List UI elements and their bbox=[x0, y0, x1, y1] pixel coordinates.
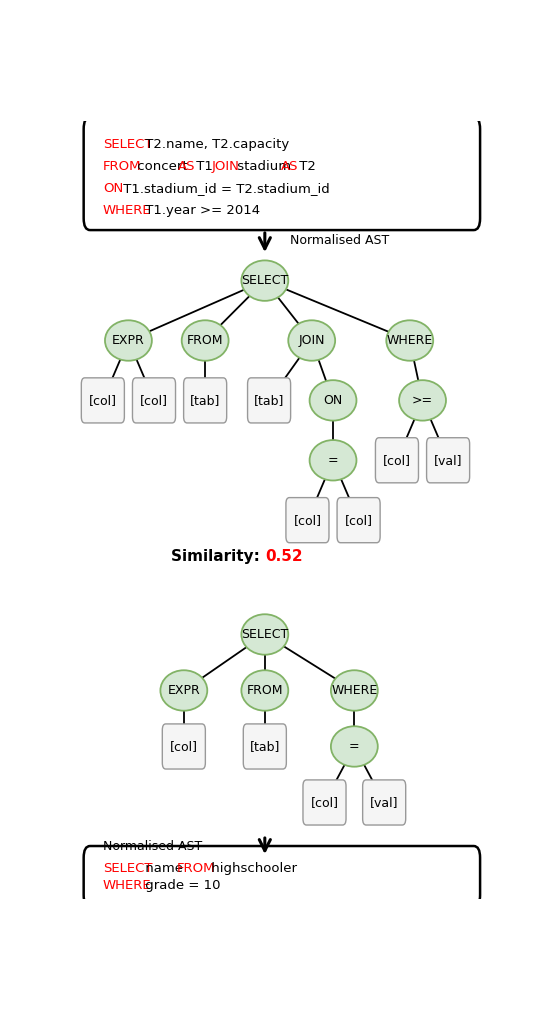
FancyBboxPatch shape bbox=[162, 724, 205, 769]
Text: [tab]: [tab] bbox=[250, 740, 280, 753]
FancyBboxPatch shape bbox=[133, 378, 175, 423]
FancyBboxPatch shape bbox=[243, 724, 287, 769]
Text: ON: ON bbox=[323, 394, 343, 407]
Text: T1: T1 bbox=[192, 160, 217, 173]
Text: SELECT: SELECT bbox=[103, 862, 152, 875]
Text: [tab]: [tab] bbox=[190, 394, 221, 407]
Text: name: name bbox=[141, 862, 188, 875]
Text: AS: AS bbox=[281, 160, 299, 173]
Text: T1.stadium_id = T2.stadium_id: T1.stadium_id = T2.stadium_id bbox=[119, 182, 329, 195]
Text: highschooler: highschooler bbox=[207, 862, 297, 875]
Text: FROM: FROM bbox=[246, 684, 283, 697]
Text: [tab]: [tab] bbox=[254, 394, 284, 407]
Text: EXPR: EXPR bbox=[167, 684, 200, 697]
Ellipse shape bbox=[310, 380, 356, 420]
FancyBboxPatch shape bbox=[81, 378, 124, 423]
Ellipse shape bbox=[288, 320, 335, 361]
Text: T2.name, T2.capacity: T2.name, T2.capacity bbox=[141, 138, 289, 152]
Text: [val]: [val] bbox=[370, 796, 398, 809]
Text: >=: >= bbox=[412, 394, 433, 407]
Text: FROM: FROM bbox=[103, 160, 141, 173]
Text: =: = bbox=[349, 740, 360, 753]
Text: EXPR: EXPR bbox=[112, 334, 145, 347]
FancyBboxPatch shape bbox=[376, 437, 419, 483]
Ellipse shape bbox=[386, 320, 433, 361]
FancyBboxPatch shape bbox=[286, 498, 329, 542]
Text: WHERE: WHERE bbox=[103, 879, 151, 892]
Ellipse shape bbox=[161, 671, 207, 711]
Text: Similarity:: Similarity: bbox=[170, 549, 265, 565]
Ellipse shape bbox=[241, 261, 288, 301]
FancyBboxPatch shape bbox=[362, 780, 406, 825]
Text: FROM: FROM bbox=[187, 334, 223, 347]
Ellipse shape bbox=[182, 320, 229, 361]
Ellipse shape bbox=[331, 726, 378, 767]
Text: SELECT: SELECT bbox=[241, 628, 288, 641]
Text: Normalised AST: Normalised AST bbox=[290, 233, 389, 246]
Ellipse shape bbox=[399, 380, 446, 420]
FancyBboxPatch shape bbox=[184, 378, 227, 423]
Text: AS: AS bbox=[178, 160, 196, 173]
Text: T1.year >= 2014: T1.year >= 2014 bbox=[141, 204, 260, 216]
Ellipse shape bbox=[105, 320, 152, 361]
FancyBboxPatch shape bbox=[427, 437, 470, 483]
Text: Normalised AST: Normalised AST bbox=[103, 839, 202, 852]
Text: T2: T2 bbox=[295, 160, 316, 173]
Ellipse shape bbox=[310, 440, 356, 481]
Text: JOIN: JOIN bbox=[211, 160, 239, 173]
Text: [col]: [col] bbox=[345, 514, 372, 526]
FancyBboxPatch shape bbox=[84, 117, 480, 230]
Text: SELECT: SELECT bbox=[103, 138, 152, 152]
Text: stadium: stadium bbox=[233, 160, 295, 173]
Text: WHERE: WHERE bbox=[331, 684, 377, 697]
FancyBboxPatch shape bbox=[337, 498, 380, 542]
Text: concert: concert bbox=[133, 160, 191, 173]
Text: SELECT: SELECT bbox=[241, 274, 288, 287]
Text: grade = 10: grade = 10 bbox=[141, 879, 220, 892]
Text: [col]: [col] bbox=[311, 796, 338, 809]
Ellipse shape bbox=[331, 671, 378, 711]
FancyBboxPatch shape bbox=[84, 846, 480, 907]
Text: [col]: [col] bbox=[383, 453, 411, 467]
Text: WHERE: WHERE bbox=[387, 334, 433, 347]
Text: FROM: FROM bbox=[177, 862, 216, 875]
Text: [col]: [col] bbox=[294, 514, 321, 526]
Text: [val]: [val] bbox=[434, 453, 463, 467]
FancyBboxPatch shape bbox=[303, 780, 346, 825]
Text: ON: ON bbox=[103, 182, 123, 195]
Ellipse shape bbox=[241, 671, 288, 711]
Text: [col]: [col] bbox=[140, 394, 168, 407]
Text: 0.52: 0.52 bbox=[265, 549, 302, 565]
Text: JOIN: JOIN bbox=[299, 334, 325, 347]
Ellipse shape bbox=[241, 614, 288, 654]
Text: =: = bbox=[328, 453, 338, 467]
FancyBboxPatch shape bbox=[248, 378, 290, 423]
Text: WHERE: WHERE bbox=[103, 204, 151, 216]
Text: [col]: [col] bbox=[170, 740, 198, 753]
Text: [col]: [col] bbox=[89, 394, 117, 407]
